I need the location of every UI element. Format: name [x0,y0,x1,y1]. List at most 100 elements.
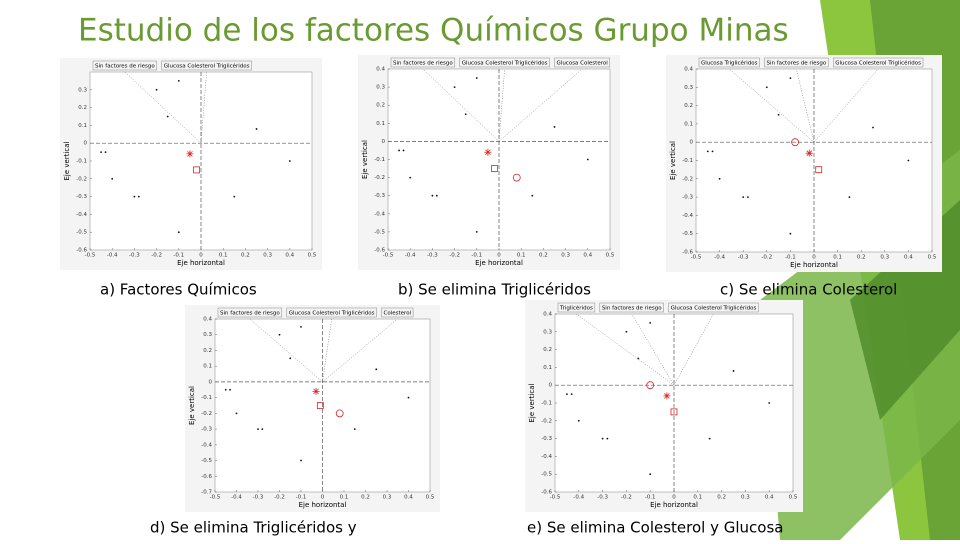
y-tick-label: -0.4 [76,212,87,218]
y-tick-label: -0.3 [201,427,212,433]
legend-box [554,57,610,68]
y-axis-label: Eje vertical [528,383,536,422]
legend-ray [729,68,815,143]
y-tick-label: -0.5 [374,229,385,235]
x-tick-label: -0.3 [597,495,608,501]
point [453,86,456,88]
y-tick-label: -0.1 [76,159,87,165]
x-tick-label: -0.1 [471,253,482,259]
y-tick-label: 0.2 [543,347,552,353]
y-tick-label: -0.2 [201,411,212,417]
point [475,77,478,79]
x-tick-label: -0.5 [691,255,702,261]
marker-square [491,165,498,172]
legend-label: Sin factores de riesgo [95,64,155,70]
point [708,437,711,440]
caption: a) Factores Químicos [100,281,257,299]
y-tick-label: -0.3 [541,436,552,442]
x-tick-label: 0 [321,495,325,501]
point [475,231,478,233]
x-tick-label: 0.5 [928,255,937,261]
marker-circle [512,173,521,182]
legend-label: Sin factores de riesgo [602,306,662,312]
x-tick-label: -0.2 [621,495,632,501]
x-tick-label: 0.1 [340,495,349,501]
y-tick-label: -0.7 [201,490,212,496]
point [718,177,721,180]
point [111,177,114,180]
y-tick-label: 0.2 [78,105,87,111]
caption: b) Se elimina Triglicéridos [398,281,591,299]
y-tick-label: 0.1 [543,365,552,371]
legend-ray [796,68,815,143]
x-tick-label: -0.2 [449,253,460,259]
point [577,419,580,422]
point [711,150,714,153]
x-axis-label: Eje horizontal [177,259,225,267]
y-tick-label: -0.1 [682,158,693,164]
point [137,195,140,198]
caption: d) Se elimina Triglicéridos y [150,519,357,537]
x-axis-label: Eje horizontal [299,501,347,509]
x-tick-label: -0.3 [129,253,140,259]
y-axis-label: Eje vertical [669,141,677,180]
point [531,194,534,197]
x-tick-label: 0.1 [833,255,842,261]
point [431,194,434,197]
y-tick-label: -0.1 [541,401,552,407]
x-tick-label: -0.5 [383,253,394,259]
point [300,459,302,462]
y-tick-label: -0.4 [374,211,385,217]
x-tick-label: 0.1 [693,495,702,501]
x-tick-label: 0.1 [517,253,526,259]
x-tick-label: -0.2 [274,495,285,501]
marker-square [815,166,823,174]
y-tick-label: 0.1 [684,121,693,127]
x-tick-label: 0.4 [285,253,294,259]
x-tick-label: 0.2 [241,253,250,259]
y-tick-label: -0.5 [201,458,212,464]
legend-box [286,307,377,318]
legend-label: Sin factores de riesgo [766,61,826,67]
point [706,150,709,153]
point [300,325,302,328]
plot-area [89,71,313,251]
x-tick-label: -0.5 [210,495,221,501]
point [637,357,640,360]
panel: -0.5 -0.4 -0.3 -0.2 -0.1 0 0.1 0.2 0.3 0.4 0.5 0.4 0… [358,55,620,270]
x-tick-label: 0.3 [880,255,889,261]
point [606,437,609,440]
x-tick-label: -0.1 [173,253,184,259]
panel: -0.5 -0.4 -0.3 -0.2 -0.1 0 0.1 0.2 0.3 0.4 0.5 0.3 0… [60,58,322,270]
slide-title: Estudio de los factores Químicos Grupo M… [78,13,789,49]
x-tick-label: -0.5 [85,253,96,259]
y-tick-label: 0.2 [203,348,212,354]
x-tick-label: -0.4 [405,253,416,259]
y-tick-label: -0.5 [76,230,87,236]
x-tick-label: 0.4 [904,255,913,261]
y-tick-label: -0.4 [682,213,693,219]
point [375,368,378,371]
legend-label: Glucosa Colesterol Triglicéridos [164,63,250,70]
legend-label: Glucosa Colesterol Triglicéridos [289,310,375,317]
marker-circle [791,138,800,147]
point [625,330,628,333]
x-tick-label: -0.3 [738,255,749,261]
legend-box [161,60,252,71]
marker-star [484,148,492,156]
legend-box [832,57,924,68]
x-tick-label: 0.5 [606,253,615,259]
x-tick-label: 0.3 [383,495,392,501]
y-tick-label: 0 [84,141,88,147]
y-axis-label: Eje vertical [361,140,369,179]
x-tick-label: -0.5 [550,495,561,501]
marker-square [193,166,200,174]
x-tick-label: 0.3 [741,495,750,501]
legend-ray [576,313,675,386]
point [872,126,874,129]
legend-ray [673,313,714,386]
point [789,77,792,80]
plot-area [554,313,794,493]
legend-ray [200,71,207,144]
